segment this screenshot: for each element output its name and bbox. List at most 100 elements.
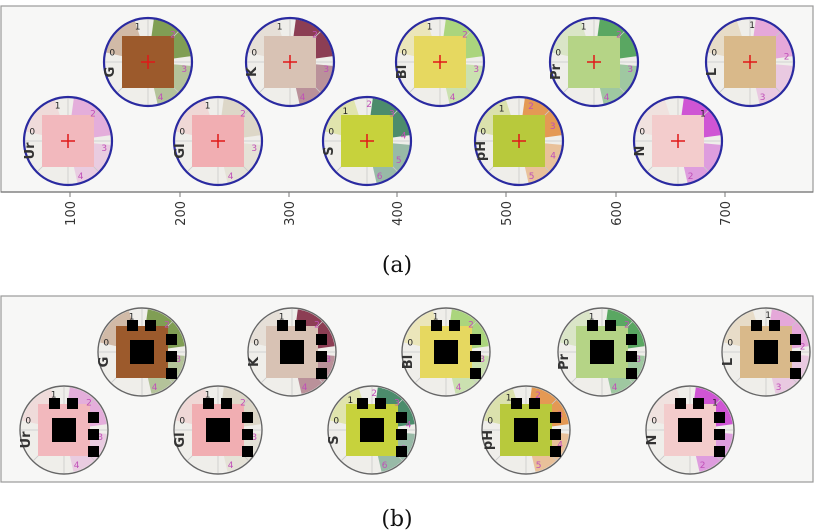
- pad-label: S: [322, 146, 337, 155]
- scale-number: 1: [51, 390, 57, 400]
- reference-marker: [127, 320, 138, 331]
- reference-marker: [242, 446, 253, 457]
- center-marker: [754, 340, 778, 364]
- pads-panel-a: 01234G01234K01234Bl01234Pr0123L01234Ur01…: [22, 16, 796, 187]
- reference-marker: [587, 320, 598, 331]
- reference-marker: [790, 368, 801, 379]
- reagent-pad: 0 1 2 3 4 K: [244, 16, 336, 108]
- scale-number: 2: [240, 399, 246, 409]
- scale-number: 0: [711, 48, 717, 58]
- x-tick-label: 200: [174, 201, 189, 226]
- pad-ring: [327, 385, 417, 475]
- reference-marker: [550, 446, 561, 457]
- reference-marker: [242, 429, 253, 440]
- pad-ring: [645, 385, 735, 475]
- scale-number: 2: [784, 53, 790, 63]
- scale-number: 2: [240, 110, 246, 120]
- reference-marker: [295, 320, 306, 331]
- scale-number: 4: [401, 132, 407, 142]
- pad-ring: [321, 95, 413, 187]
- scale-number: 0: [480, 127, 486, 137]
- scale-number: 0: [328, 127, 334, 137]
- reagent-pad: 0 1 2 3 4 Ur: [22, 95, 114, 187]
- scale-number: 2: [371, 389, 377, 399]
- scale-number: 4: [406, 421, 412, 431]
- scale-number: 3: [181, 65, 187, 75]
- reference-marker: [449, 320, 460, 331]
- scale-number: 3: [325, 355, 331, 365]
- center-marker: [434, 340, 458, 364]
- x-tick-label: 600: [610, 201, 625, 226]
- pad-label: K: [245, 66, 260, 77]
- scale-number: 4: [456, 383, 462, 393]
- reference-marker: [626, 351, 637, 362]
- reference-marker: [316, 368, 327, 379]
- scale-number: 4: [302, 383, 308, 393]
- center-marker: [130, 340, 154, 364]
- scale-number: 1: [749, 21, 755, 31]
- reference-marker: [145, 320, 156, 331]
- scale-number: 2: [86, 399, 92, 409]
- reference-marker: [714, 446, 725, 457]
- reagent-pad: 0 1 2 3 4 Gl: [173, 385, 263, 475]
- reference-marker: [751, 320, 762, 331]
- pad-label: pH: [481, 430, 496, 450]
- pad-label: S: [327, 435, 342, 444]
- pad-ring: [473, 95, 565, 187]
- pad-ring: [19, 385, 109, 475]
- scale-number: 0: [407, 338, 413, 348]
- reference-marker: [790, 351, 801, 362]
- reference-marker: [67, 398, 78, 409]
- reference-marker: [375, 398, 386, 409]
- pad-ring: [247, 307, 337, 397]
- scale-number: 6: [382, 461, 388, 471]
- pad-ring: [704, 16, 796, 108]
- pad-label: G: [97, 357, 112, 368]
- pad-ring: [173, 385, 263, 475]
- scale-number: 0: [179, 127, 185, 137]
- scale-number: 3: [550, 122, 556, 132]
- reagent-pad: 0 1 2 3 4 K: [247, 307, 337, 397]
- reagent-pad: 0 1 2 3 4 Pr: [548, 16, 640, 108]
- pad-ring: [721, 307, 811, 397]
- scale-number: 3: [394, 399, 400, 409]
- scale-number: 3: [251, 433, 257, 443]
- pad-label: Ur: [19, 431, 34, 449]
- scale-number: 1: [277, 22, 283, 32]
- pad-label: Bl: [401, 355, 416, 369]
- scale-number: 1: [129, 312, 135, 322]
- reference-marker: [221, 398, 232, 409]
- reference-marker: [675, 398, 686, 409]
- scale-number: 0: [639, 127, 645, 137]
- scale-number: 0: [251, 48, 257, 58]
- center-marker: [52, 418, 76, 442]
- scale-number: 0: [563, 338, 569, 348]
- reference-marker: [203, 398, 214, 409]
- scale-number: 1: [427, 22, 433, 32]
- reference-marker: [790, 334, 801, 345]
- scale-number: 5: [536, 461, 542, 471]
- reference-marker: [88, 412, 99, 423]
- pad-ring: [548, 16, 640, 108]
- pad-ring: [244, 16, 336, 108]
- reagent-pad: 0 1 2 3 4 Ur: [19, 385, 109, 475]
- scale-number: 1: [581, 22, 587, 32]
- reference-marker: [470, 368, 481, 379]
- reference-marker: [626, 368, 637, 379]
- scale-number: 4: [450, 93, 456, 103]
- reference-marker: [166, 334, 177, 345]
- center-marker: [280, 340, 304, 364]
- reference-marker: [529, 398, 540, 409]
- center-marker: [678, 418, 702, 442]
- scale-number: 3: [627, 65, 633, 75]
- scale-number: 2: [468, 321, 474, 331]
- scale-number: 2: [312, 31, 318, 41]
- reference-marker: [316, 334, 327, 345]
- x-tick-label: 300: [283, 201, 298, 226]
- scale-number: 5: [396, 156, 402, 166]
- scale-number: 0: [25, 416, 31, 426]
- center-marker: [514, 418, 538, 442]
- scale-number: 1: [712, 399, 718, 409]
- reagent-pad: 0 1 2 3 4 Bl: [401, 307, 491, 397]
